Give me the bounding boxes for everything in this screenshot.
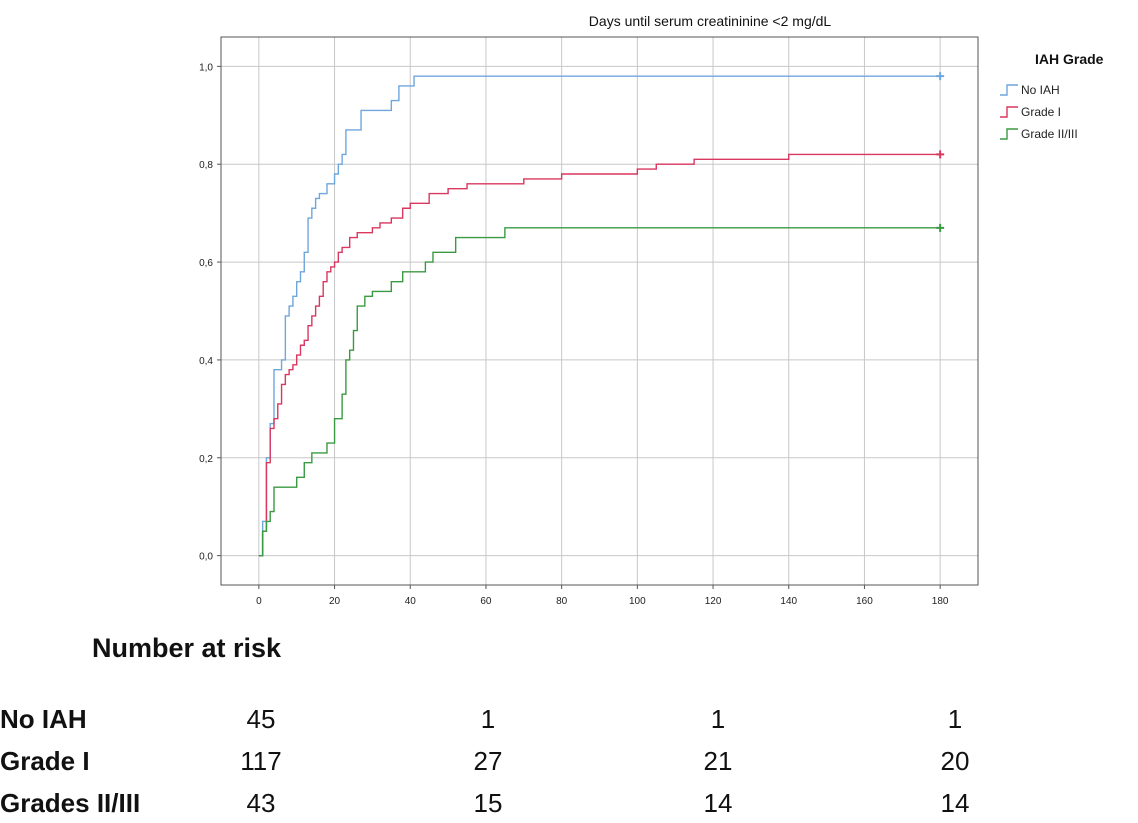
- legend: IAH Grade No IAH Grade I Grade II/III: [1000, 51, 1104, 141]
- y-tick-label: 0,6: [199, 258, 213, 269]
- legend-label: Grade I: [1021, 105, 1061, 119]
- plot-frame: [220, 36, 979, 586]
- risk-row-label: Grades II/III: [0, 788, 141, 818]
- series-lines: [258, 72, 945, 557]
- risk-row-label: Grade I: [0, 746, 90, 776]
- x-tick-label: 160: [856, 596, 873, 607]
- legend-label: No IAH: [1021, 83, 1060, 97]
- y-tick-label: 0,8: [199, 160, 213, 171]
- risk-row-label: No IAH: [0, 704, 87, 734]
- chart-title: Days until serum creatininine <2 mg/dL: [589, 13, 832, 29]
- censor-mark: [936, 72, 945, 81]
- risk-value: 14: [703, 788, 733, 818]
- y-tick-label: 0,4: [199, 356, 213, 367]
- y-tick-label: 0,2: [199, 454, 213, 465]
- risk-value: 1: [480, 704, 496, 734]
- risk-value: 15: [473, 788, 503, 818]
- x-tick-label: 140: [780, 596, 797, 607]
- grid: [221, 37, 978, 585]
- risk-value: 1: [710, 704, 726, 734]
- series-line-2: [258, 227, 941, 557]
- legend-swatch: [1000, 106, 1018, 118]
- risk-value: 43: [246, 788, 276, 818]
- x-tick-label: 120: [705, 596, 722, 607]
- y-tick-label: 1,0: [199, 62, 213, 73]
- axis-ticks: 0 20 40 60 80 100 120 140 160 180 0,0 0,2 0,4 0,6 0,8 1…: [199, 62, 949, 607]
- x-tick-label: 60: [480, 596, 492, 607]
- risk-value: 27: [473, 746, 503, 776]
- km-chart: Days until serum creatininine <2 mg/dL 0…: [199, 13, 1104, 607]
- legend-title: IAH Grade: [1035, 51, 1104, 67]
- risk-value: 14: [940, 788, 970, 818]
- x-tick-label: 80: [556, 596, 568, 607]
- legend-swatch: [1000, 84, 1018, 96]
- legend-swatch: [1000, 128, 1018, 140]
- series-line-1: [258, 153, 941, 557]
- x-tick-label: 40: [405, 596, 417, 607]
- censor-mark: [936, 150, 945, 159]
- risk-value: 45: [246, 704, 276, 734]
- series-line-0: [258, 75, 941, 557]
- legend-label: Grade II/III: [1021, 127, 1078, 141]
- risk-table-title: Number at risk: [92, 633, 282, 663]
- risk-value: 117: [240, 746, 282, 776]
- x-tick-label: 20: [329, 596, 341, 607]
- x-tick-label: 0: [256, 596, 262, 607]
- x-tick-label: 180: [932, 596, 949, 607]
- y-tick-label: 0,0: [199, 552, 213, 563]
- risk-value: 21: [703, 746, 733, 776]
- censor-mark: [936, 223, 945, 232]
- risk-value: 1: [947, 704, 963, 734]
- risk-value: 20: [940, 746, 970, 776]
- x-tick-label: 100: [629, 596, 646, 607]
